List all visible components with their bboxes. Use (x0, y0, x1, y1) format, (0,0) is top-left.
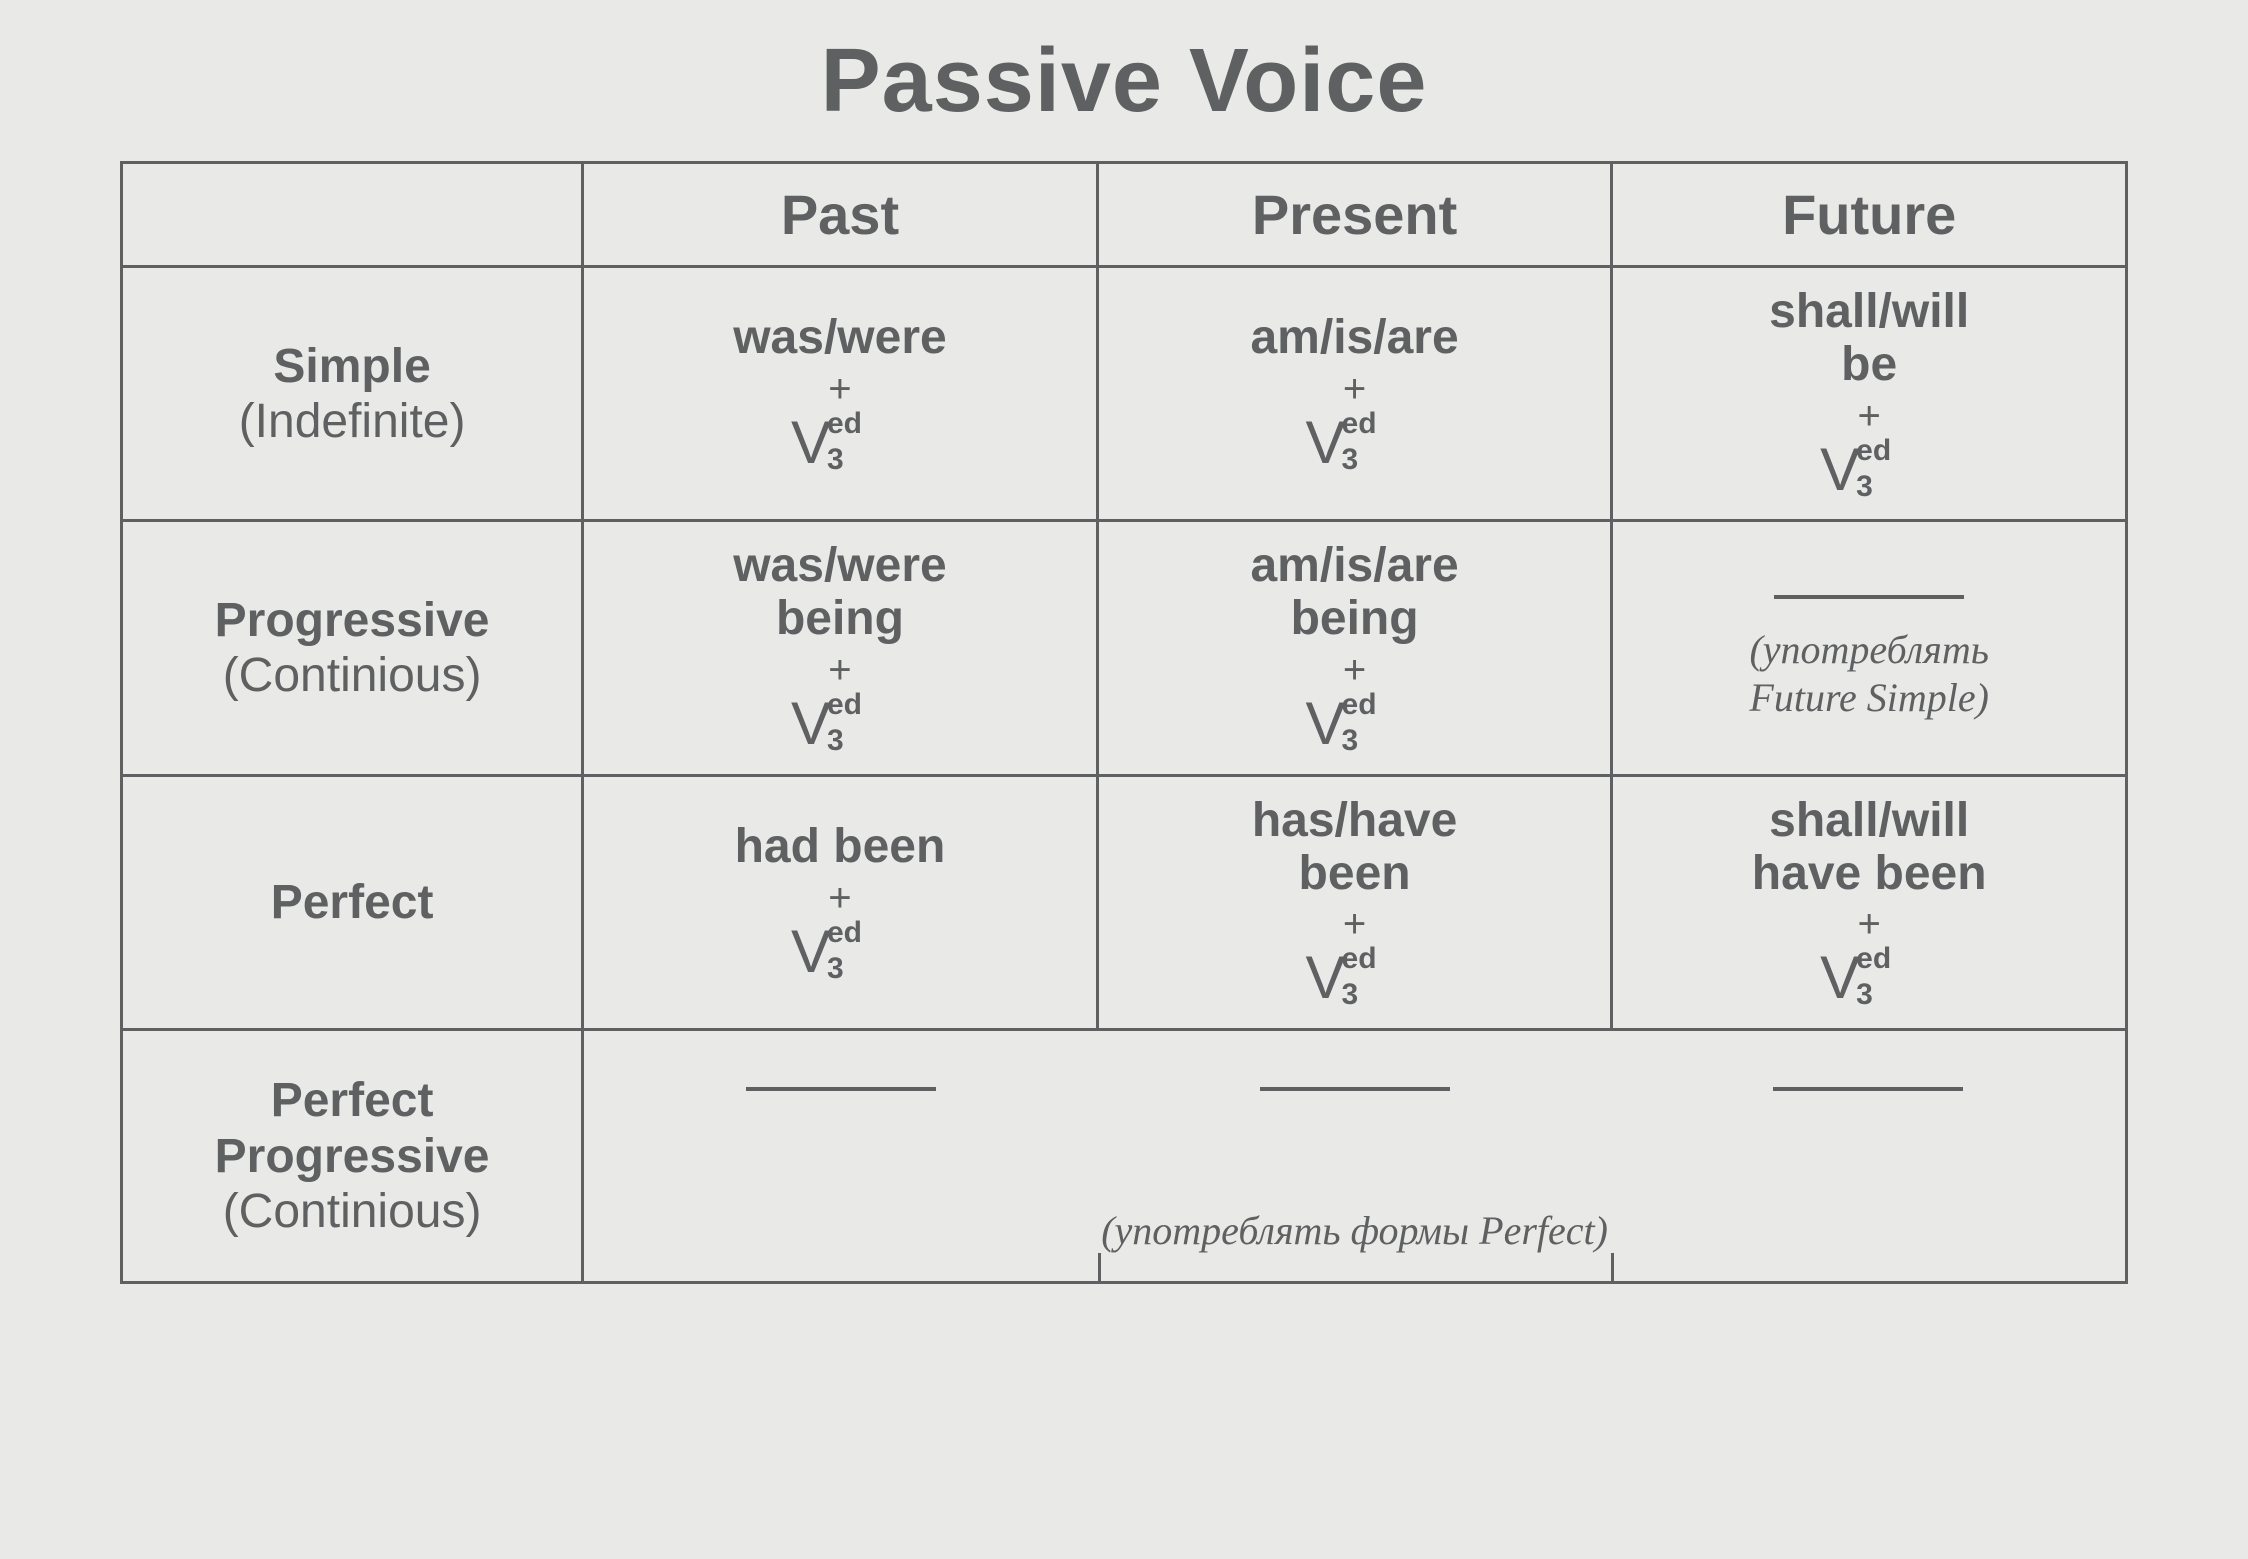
cell-perfect-present: has/have been + V 3 ed (1097, 775, 1612, 1029)
rowhead-progressive: Progressive (Continious) (122, 521, 583, 775)
v3-icon: V 3 ed (1820, 440, 1918, 500)
plus: + (1109, 365, 1601, 413)
plus: + (1623, 900, 2115, 948)
row-simple: Simple (Indefinite) was/were + V 3 ed am… (122, 267, 2127, 521)
dash-icon (1260, 1087, 1450, 1091)
cell-simple-future: shall/will be + V 3 ed (1612, 267, 2127, 521)
row-perfect-progressive: Perfect Progressive (Continious) (употре… (122, 1030, 2127, 1283)
aux2: being (1109, 593, 1601, 646)
plus: + (594, 365, 1086, 413)
v3-icon: V 3 ed (1306, 948, 1404, 1008)
cell-progressive-future: (употреблять Future Simple) (1612, 521, 2127, 775)
aux2: have been (1623, 848, 2115, 901)
plus: + (1109, 646, 1601, 694)
cell-perfect-future: shall/will have been + V 3 ed (1612, 775, 2127, 1029)
col-present: Present (1097, 163, 1612, 267)
rowhead-simple-main: Simple (133, 339, 571, 394)
v3-icon: V 3 ed (791, 413, 889, 473)
aux2: been (1109, 848, 1601, 901)
cell-simple-present: am/is/are + V 3 ed (1097, 267, 1612, 521)
table-header-row: Past Present Future (122, 163, 2127, 267)
dash-icon (746, 1087, 936, 1091)
rowhead-pp: Perfect Progressive (Continious) (122, 1030, 583, 1283)
plus: + (594, 646, 1086, 694)
dash-icon (1773, 1087, 1963, 1091)
cell-pp-merged: (употреблять формы Perfect) (583, 1030, 2127, 1283)
plus: + (1109, 900, 1601, 948)
v3-icon: V 3 ed (1820, 948, 1918, 1008)
note-line1: (употреблять (1623, 626, 2115, 674)
cell-progressive-past: was/were being + V 3 ed (583, 521, 1098, 775)
rowhead-simple-sub: (Indefinite) (133, 394, 571, 449)
pp-column-ticks (584, 1253, 2125, 1281)
note-line2: Future Simple) (1623, 674, 2115, 722)
rowhead-progressive-sub: (Continious) (133, 648, 571, 703)
rowhead-progressive-main: Progressive (133, 593, 571, 648)
cell-progressive-present: am/is/are being + V 3 ed (1097, 521, 1612, 775)
v3-icon: V 3 ed (1306, 694, 1404, 754)
aux2: be (1623, 339, 2115, 392)
plus: + (1623, 392, 2115, 440)
cell-simple-past: was/were + V 3 ed (583, 267, 1098, 521)
v3-icon: V 3 ed (1306, 413, 1404, 473)
dash-icon (1774, 595, 1964, 599)
rowhead-pp-sub: (Continious) (133, 1184, 571, 1239)
plus: + (594, 874, 1086, 922)
v3-icon: V 3 ed (791, 694, 889, 754)
aux: was/were (594, 312, 1086, 365)
aux: had been (594, 821, 1086, 874)
passive-voice-table: Past Present Future Simple (Indefinite) … (120, 161, 2128, 1284)
rowhead-perfect-main: Perfect (133, 875, 571, 930)
col-future: Future (1612, 163, 2127, 267)
pp-dash-row (584, 1073, 2125, 1112)
rowhead-simple: Simple (Indefinite) (122, 267, 583, 521)
page-title: Passive Voice (120, 30, 2128, 133)
header-empty (122, 163, 583, 267)
aux: has/have (1109, 795, 1601, 848)
aux: am/is/are (1109, 540, 1601, 593)
aux2: being (594, 593, 1086, 646)
row-progressive: Progressive (Continious) was/were being … (122, 521, 2127, 775)
col-past: Past (583, 163, 1098, 267)
pp-note: (употреблять формы Perfect) (1101, 1208, 1608, 1253)
aux: was/were (594, 540, 1086, 593)
rowhead-pp-main: Perfect Progressive (133, 1073, 571, 1183)
aux: shall/will (1623, 795, 2115, 848)
cell-perfect-past: had been + V 3 ed (583, 775, 1098, 1029)
page: Passive Voice Past Present Future Simple… (0, 0, 2248, 1559)
aux: am/is/are (1109, 312, 1601, 365)
v3-icon: V 3 ed (791, 922, 889, 982)
rowhead-perfect: Perfect (122, 775, 583, 1029)
row-perfect: Perfect had been + V 3 ed has/have been … (122, 775, 2127, 1029)
aux: shall/will (1623, 286, 2115, 339)
